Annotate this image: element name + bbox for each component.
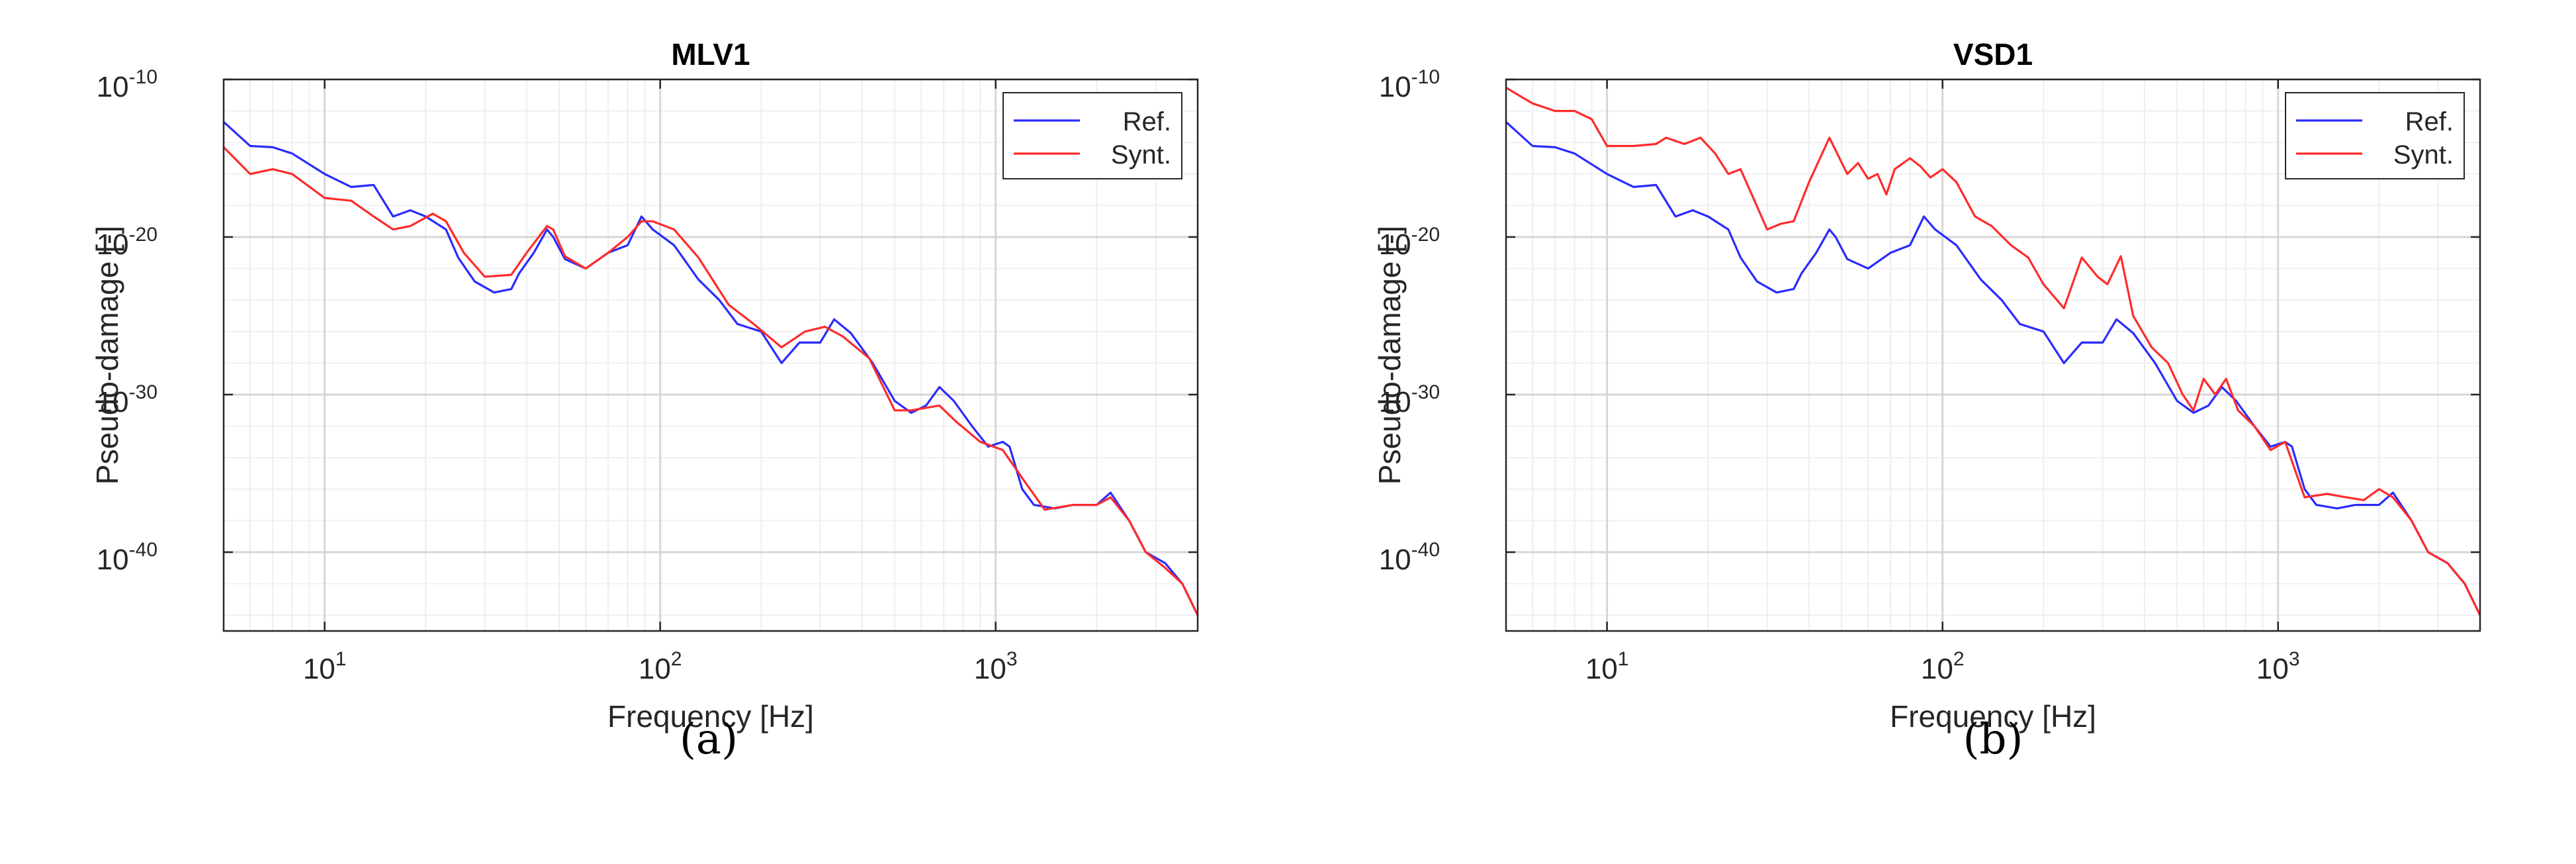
y-tick-label: 10-40 — [97, 539, 157, 576]
chart-b: 101 102 103 10-10 10-20 10-30 10-40 VSD1 Frequen… — [1372, 37, 2481, 734]
axes-box — [222, 78, 1199, 632]
legend-label-synt: Synt. — [2393, 140, 2454, 169]
x-tick-label: 102 — [639, 648, 682, 685]
y-tick-label: 10-20 — [1379, 224, 1440, 261]
legend-box — [2285, 92, 2465, 179]
y-tick-label: 10-30 — [1379, 381, 1440, 418]
y-tick-label: 10-10 — [1379, 66, 1440, 103]
legend: Ref. Synt. — [1002, 92, 1182, 179]
chart-title: VSD1 — [1953, 37, 2033, 72]
axes-box — [1505, 78, 2481, 632]
y-axis-label: Pseudo-damage [-] — [90, 226, 124, 485]
legend-box — [1002, 92, 1182, 179]
x-tick-label: 102 — [1921, 648, 1965, 685]
y-tick-label: 10-20 — [97, 224, 157, 261]
series-line-ref — [222, 121, 1199, 616]
legend-label-ref: Ref. — [2405, 107, 2454, 136]
series-line-synt — [222, 146, 1199, 616]
chart-title: MLV1 — [671, 37, 750, 72]
y-tick-label: 10-40 — [1379, 539, 1440, 576]
legend: Ref. Synt. — [2285, 92, 2465, 179]
x-tick-label: 103 — [974, 648, 1018, 685]
x-axis-label: Frequency [Hz] — [607, 699, 814, 734]
x-tick-label: 101 — [1585, 648, 1629, 685]
y-tick-label: 10-10 — [97, 66, 157, 103]
panel-caption-a: (a) — [679, 715, 738, 764]
legend-label-ref: Ref. — [1123, 107, 1171, 136]
x-tick-label: 103 — [2256, 648, 2300, 685]
chart-a: 101 102 103 10-10 10-20 10-30 10-40 MLV1 Frequen… — [90, 37, 1199, 734]
y-tick-label: 10-30 — [97, 381, 157, 418]
legend-label-synt: Synt. — [1111, 140, 1171, 169]
y-axis-label: Pseudo-damage [-] — [1372, 226, 1407, 485]
x-axis-label: Frequency [Hz] — [1890, 699, 2096, 734]
panel-caption-b: (b) — [1963, 715, 2023, 764]
series-line-synt — [1505, 87, 2481, 616]
series-line-ref — [1505, 121, 2481, 616]
x-tick-label: 101 — [303, 648, 347, 685]
